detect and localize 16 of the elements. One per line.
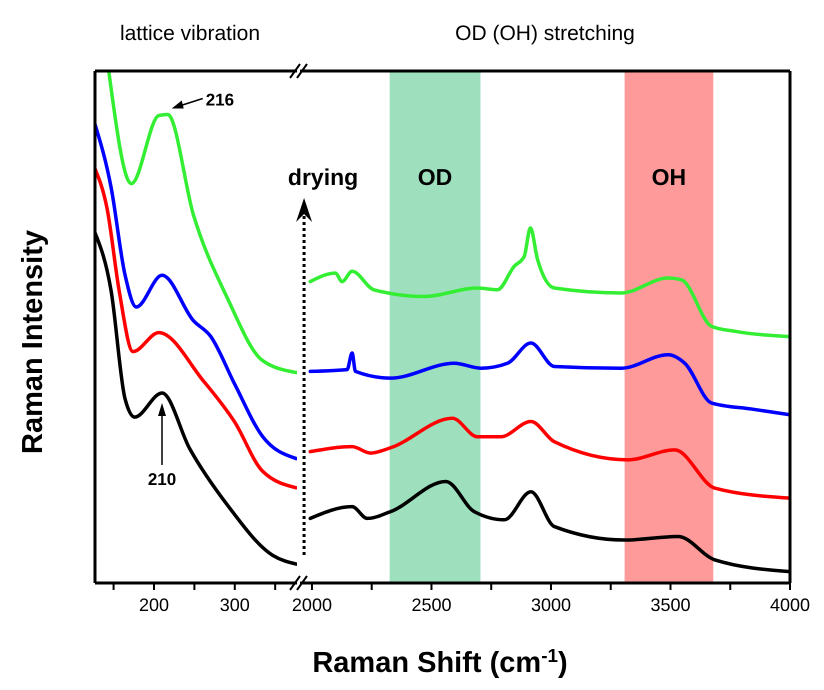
ref-line-label: drying xyxy=(288,164,358,190)
x-axis-title: Raman Shift (cm$^{-1}$) xyxy=(312,644,568,679)
x-tick-label: 3500 xyxy=(650,595,691,615)
x-tick-label: 300 xyxy=(220,595,250,615)
x-tick-label: 4000 xyxy=(770,595,810,615)
annotation: 210 xyxy=(148,470,176,489)
y-axis-title: Raman Intensity xyxy=(17,230,49,454)
chart-title: lattice vibration xyxy=(120,22,260,45)
x-tick-label: 2500 xyxy=(411,595,452,615)
band-label: OH xyxy=(652,164,686,190)
chart-title: OD (OH) stretching xyxy=(455,22,635,45)
x-tick-label: 3000 xyxy=(530,595,571,615)
annotation: 216 xyxy=(206,90,234,110)
x-tick-label: 2000 xyxy=(292,595,332,615)
x-tick-label: 200 xyxy=(138,595,170,615)
band-label: OD xyxy=(418,164,452,190)
